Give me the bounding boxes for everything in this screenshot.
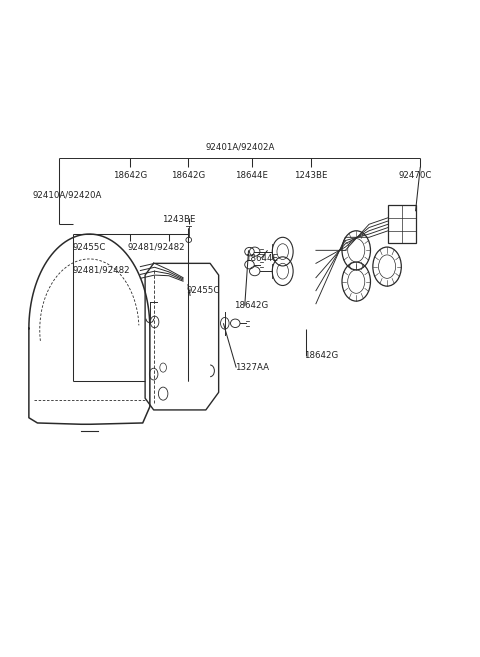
Text: 92481/92482: 92481/92482	[73, 265, 131, 275]
Text: 18644E: 18644E	[245, 254, 278, 263]
Text: 1243BE: 1243BE	[162, 215, 195, 223]
Text: 18642G: 18642G	[171, 171, 205, 180]
Text: 18644E: 18644E	[235, 171, 268, 180]
Text: 1327AA: 1327AA	[235, 363, 269, 372]
Text: 18642G: 18642G	[304, 351, 338, 360]
Text: 92481/92482: 92481/92482	[127, 242, 185, 252]
Text: 92470C: 92470C	[399, 171, 432, 180]
Text: 18642G: 18642G	[234, 301, 268, 310]
Text: 18642G: 18642G	[113, 171, 147, 180]
Bar	[388, 206, 416, 243]
Text: 92455C: 92455C	[187, 286, 220, 295]
Text: 92401A/92402A: 92401A/92402A	[205, 143, 275, 152]
Text: 92455C: 92455C	[73, 242, 107, 252]
Text: 92410A/92420A: 92410A/92420A	[32, 191, 102, 200]
Text: 1243BE: 1243BE	[294, 171, 328, 180]
